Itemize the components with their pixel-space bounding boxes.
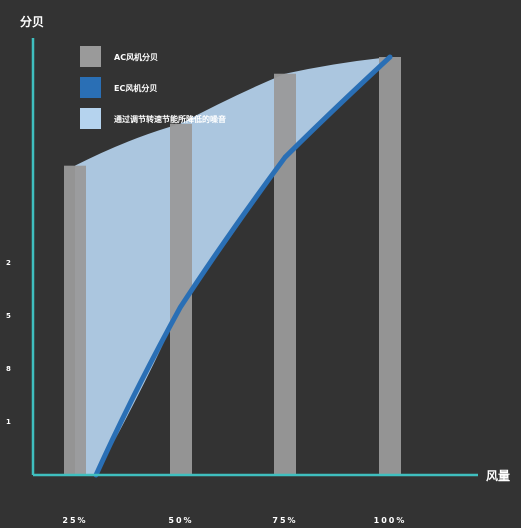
legend-label-line: EC风机分贝 <box>114 83 157 93</box>
x-tick-label: 75% <box>272 516 297 525</box>
legend-label-bar: AC风机分贝 <box>114 52 158 62</box>
x-tick-label: 25% <box>62 516 87 525</box>
ac-bar-50 <box>170 123 192 475</box>
legend-swatch-line <box>80 77 101 98</box>
legend-swatch-bar <box>80 46 101 67</box>
x-tick-label: 50% <box>168 516 193 525</box>
ac-bar-25 <box>64 165 86 475</box>
y-tick-label: 1 <box>6 418 11 426</box>
legend-label-area: 通过调节转速节能所降低的噪音 <box>114 114 226 124</box>
y-tick-label: 8 <box>6 365 11 373</box>
x-tick-label: 100% <box>374 516 407 525</box>
x-axis-label: 风量 <box>486 469 510 483</box>
ac-bar-75 <box>274 73 296 475</box>
y-axis-label: 分贝 <box>20 14 44 29</box>
ec-line <box>93 54 393 478</box>
noise-saving-area <box>75 57 390 475</box>
legend-swatch-area <box>80 108 101 129</box>
y-tick-label: 5 <box>6 312 11 320</box>
y-tick-label: 2 <box>6 259 11 267</box>
ac-bar-100 <box>379 57 401 475</box>
